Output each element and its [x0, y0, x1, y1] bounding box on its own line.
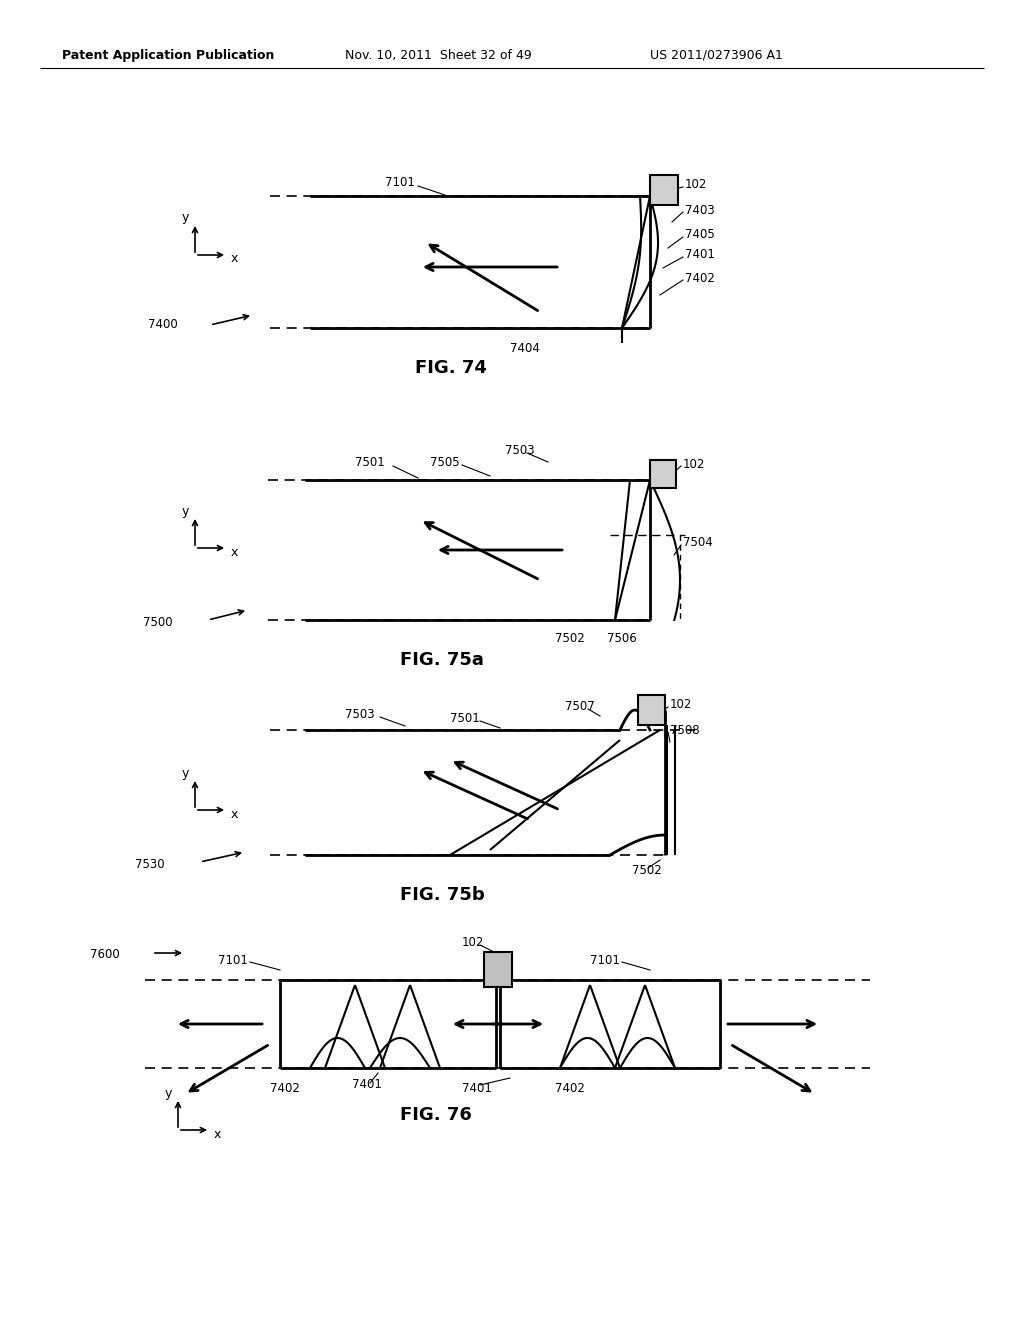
Text: 7503: 7503 [345, 708, 375, 721]
Text: 7402: 7402 [270, 1081, 300, 1094]
Text: 7401: 7401 [685, 248, 715, 261]
Text: 7504: 7504 [683, 536, 713, 549]
Text: Nov. 10, 2011  Sheet 32 of 49: Nov. 10, 2011 Sheet 32 of 49 [345, 49, 531, 62]
Text: 7502: 7502 [555, 631, 585, 644]
Text: y: y [181, 211, 188, 224]
Bar [484, 952, 512, 987]
Text: 7101: 7101 [385, 177, 415, 190]
Text: 7401: 7401 [352, 1078, 382, 1092]
Text: x: x [231, 808, 239, 821]
Text: y: y [164, 1086, 172, 1100]
Text: 7600: 7600 [90, 949, 120, 961]
Text: 7402: 7402 [685, 272, 715, 285]
Text: 7505: 7505 [430, 455, 460, 469]
Text: y: y [181, 767, 188, 780]
Text: 7501: 7501 [450, 711, 480, 725]
Text: FIG. 75a: FIG. 75a [400, 651, 484, 669]
Text: x: x [231, 545, 239, 558]
Text: 7402: 7402 [555, 1081, 585, 1094]
Bar [650, 176, 678, 205]
Text: 7405: 7405 [685, 228, 715, 242]
Text: 102: 102 [462, 936, 484, 949]
Text: 7503: 7503 [505, 444, 535, 457]
Text: 7101: 7101 [218, 953, 248, 966]
Text: FIG. 76: FIG. 76 [400, 1106, 472, 1125]
Text: FIG. 75b: FIG. 75b [400, 886, 484, 904]
Text: 102: 102 [670, 698, 692, 711]
Text: 7400: 7400 [148, 318, 178, 331]
Text: 7508: 7508 [670, 723, 699, 737]
Text: 7501: 7501 [355, 457, 385, 470]
Text: 7101: 7101 [590, 953, 620, 966]
Text: 102: 102 [685, 178, 708, 191]
Text: 7506: 7506 [607, 631, 637, 644]
Text: x: x [231, 252, 239, 265]
Text: 102: 102 [683, 458, 706, 470]
Bar [638, 696, 665, 725]
Text: 7404: 7404 [510, 342, 540, 355]
Text: 7500: 7500 [143, 615, 173, 628]
Text: US 2011/0273906 A1: US 2011/0273906 A1 [650, 49, 783, 62]
Text: 7507: 7507 [565, 700, 595, 713]
Bar [650, 459, 676, 488]
Text: y: y [181, 504, 188, 517]
Text: 7401: 7401 [462, 1081, 492, 1094]
Text: 7403: 7403 [685, 203, 715, 216]
Text: Patent Application Publication: Patent Application Publication [62, 49, 274, 62]
Text: FIG. 74: FIG. 74 [415, 359, 486, 378]
Text: 7530: 7530 [135, 858, 165, 871]
Text: 7502: 7502 [632, 863, 662, 876]
Text: x: x [214, 1127, 221, 1140]
